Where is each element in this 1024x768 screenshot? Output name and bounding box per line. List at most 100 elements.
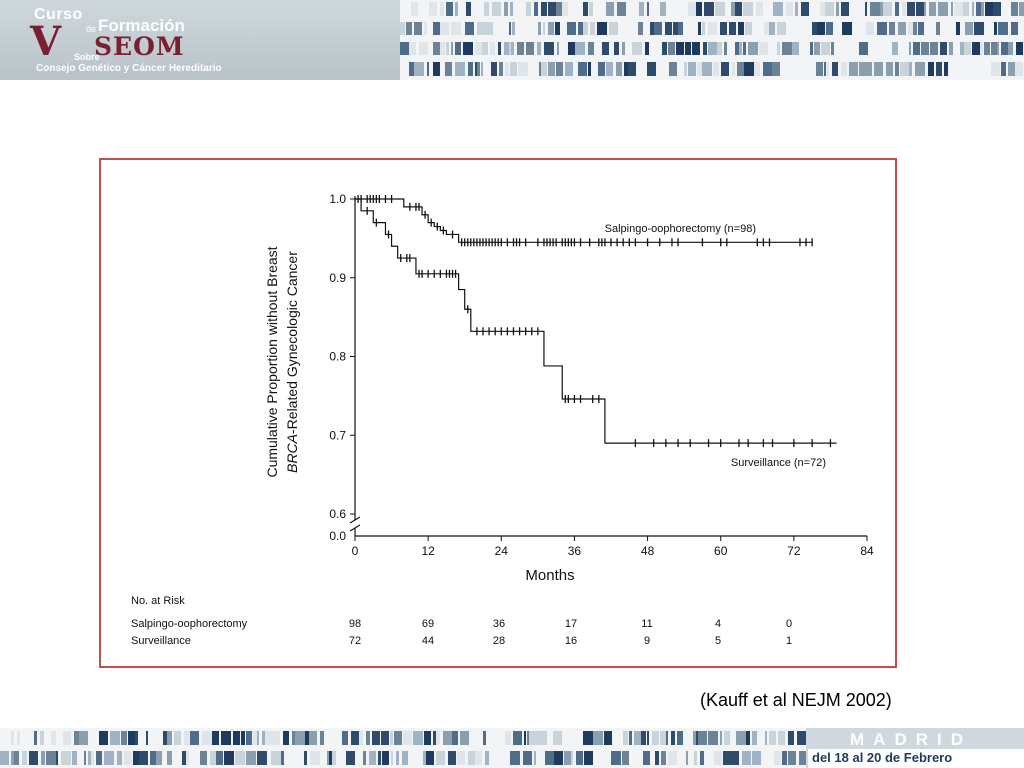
- stripe: [509, 22, 511, 35]
- stripe: [445, 62, 452, 76]
- stripe: [788, 731, 794, 745]
- stripe: [765, 731, 767, 745]
- stripe: [797, 731, 806, 745]
- stripe: [460, 731, 469, 745]
- series-label-salpingo: Salpingo-oophorectomy (n=98): [605, 223, 756, 235]
- stripe: [832, 62, 838, 76]
- stripe: [886, 62, 893, 76]
- x-tick-label: 24: [495, 544, 509, 558]
- stripe: [406, 22, 412, 35]
- stripe: [652, 731, 659, 745]
- stripe: [976, 2, 981, 16]
- x-tick-label: 12: [421, 544, 435, 558]
- stripe: [283, 731, 289, 745]
- stripe: [650, 22, 654, 35]
- stripe: [678, 22, 683, 35]
- stripe: [1001, 62, 1006, 76]
- stripe: [400, 42, 409, 55]
- stripe: [777, 22, 786, 35]
- stripe: [99, 731, 108, 745]
- stripe: [543, 22, 545, 35]
- stripe: [241, 731, 245, 745]
- stripe: [916, 2, 924, 16]
- stripe: [363, 751, 366, 765]
- stripe: [429, 2, 437, 16]
- stripe: [874, 62, 883, 76]
- stripe: [609, 22, 618, 35]
- stripe: [692, 42, 700, 55]
- stripe: [156, 751, 162, 765]
- stripe: [557, 42, 559, 55]
- stripe: [742, 751, 751, 765]
- stripe: [677, 731, 683, 745]
- stripe: [468, 62, 473, 76]
- stripe: [372, 731, 380, 745]
- stripe: [732, 62, 735, 76]
- stripe: [638, 22, 643, 35]
- stripe: [526, 42, 534, 55]
- stripe: [739, 42, 742, 55]
- stripe: [702, 62, 712, 76]
- stripe-decoration: [400, 2, 1024, 76]
- stripe: [484, 2, 489, 16]
- stripe: [604, 731, 612, 745]
- footer-dates: del 18 al 20 de Febrero: [812, 750, 953, 765]
- stripe: [743, 2, 753, 16]
- stripe: [504, 2, 508, 16]
- stripe: [200, 751, 207, 765]
- stripe: [11, 751, 14, 765]
- stripe: [538, 22, 541, 35]
- stripe: [606, 2, 614, 16]
- stripe: [698, 731, 707, 745]
- stripe: [685, 42, 691, 55]
- stripe: [814, 42, 820, 55]
- stripe: [589, 2, 593, 16]
- stripe: [929, 2, 936, 16]
- axis-break-mark: [349, 516, 361, 524]
- stripe: [1011, 2, 1018, 16]
- stripe: [402, 751, 408, 765]
- stripe: [668, 751, 677, 765]
- x-tick-label: 36: [568, 544, 582, 558]
- stripe: [96, 751, 102, 765]
- stripe: [812, 22, 817, 35]
- stripe: [1008, 42, 1013, 55]
- stripe: [688, 62, 696, 76]
- stripe: [774, 751, 781, 765]
- stripe: [513, 731, 522, 745]
- stripe: [735, 2, 742, 16]
- stripe: [481, 62, 483, 76]
- y-tick-label: 0.6: [329, 507, 346, 521]
- stripe: [590, 22, 595, 35]
- citation: (Kauff et al NEJM 2002): [700, 690, 892, 710]
- stripe: [993, 2, 1001, 16]
- stripe: [647, 62, 656, 76]
- stripe: [984, 42, 990, 55]
- stripe: [720, 22, 727, 35]
- stripe: [575, 42, 585, 55]
- stripe: [841, 2, 849, 16]
- stripe: [997, 42, 999, 55]
- stripe: [556, 62, 563, 76]
- stripe: [174, 731, 181, 745]
- stripe: [475, 42, 482, 55]
- stripe: [150, 751, 156, 765]
- stripe: [526, 2, 531, 16]
- stripe: [485, 751, 489, 765]
- stripe: [713, 62, 719, 76]
- stripe: [534, 2, 538, 16]
- stripe: [865, 2, 867, 16]
- stripe: [351, 731, 359, 745]
- stripe: [534, 751, 536, 765]
- stripe: [708, 22, 717, 35]
- stripe: [295, 731, 305, 745]
- stripe: [390, 731, 393, 745]
- stripe: [555, 22, 560, 35]
- stripe: [991, 42, 997, 55]
- stripe: [641, 731, 646, 745]
- stripe: [512, 22, 515, 35]
- stripe: [752, 731, 757, 745]
- stripe: [708, 42, 717, 55]
- stripe: [190, 731, 199, 745]
- stripe: [433, 62, 440, 76]
